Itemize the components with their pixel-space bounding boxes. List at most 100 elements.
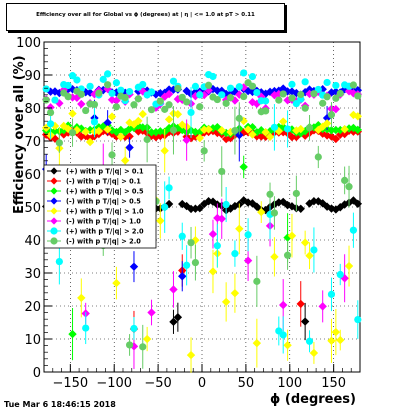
chart-title: Efficiency over all for Global vs ϕ (deg…: [36, 12, 255, 18]
data-point: [178, 272, 187, 281]
x-axis-title: ϕ (degrees): [270, 392, 356, 407]
data-point: [50, 187, 58, 195]
data-point: [121, 94, 129, 102]
data-point: [142, 334, 152, 344]
data-point: [112, 96, 121, 105]
data-point: [108, 89, 116, 97]
data-point: [208, 267, 218, 276]
data-point: [169, 317, 178, 327]
data-point: [182, 201, 191, 211]
data-point: [64, 93, 72, 101]
data-point: [164, 115, 174, 124]
data-point: [332, 94, 340, 102]
data-point: [81, 131, 90, 141]
data-point: [191, 82, 200, 91]
legend-box: [43, 164, 157, 249]
data-point: [288, 80, 296, 88]
data-point: [160, 146, 169, 155]
data-point: [265, 132, 275, 142]
data-point: [301, 104, 309, 112]
data-point: [297, 90, 305, 99]
y-tick-label: 100: [16, 36, 41, 51]
data-point: [319, 99, 327, 107]
data-point: [187, 108, 195, 117]
data-point: [209, 72, 217, 81]
data-point: [322, 119, 332, 128]
data-point: [182, 135, 191, 145]
data-point: [248, 130, 257, 139]
data-point: [332, 81, 340, 90]
data-point: [50, 121, 60, 131]
data-point: [204, 197, 213, 206]
data-point: [64, 81, 72, 90]
data-point: [73, 76, 81, 84]
data-point: [50, 217, 58, 225]
data-point: [221, 134, 231, 144]
x-tick-label: 100: [277, 376, 302, 391]
x-tick-label: 150: [321, 376, 346, 391]
data-point: [174, 84, 182, 93]
data-point: [253, 88, 261, 97]
data-point: [231, 126, 239, 135]
data-point: [275, 96, 283, 104]
data-point: [186, 350, 196, 360]
data-point: [112, 278, 121, 288]
data-point: [310, 246, 318, 254]
data-point: [354, 92, 362, 100]
x-tick-label: −100: [96, 376, 132, 391]
data-point: [314, 197, 323, 206]
data-point: [99, 75, 107, 83]
data-point: [173, 110, 183, 119]
data-point: [178, 93, 186, 101]
legend-label: (-) with p T/|q| > 2.0: [66, 238, 141, 247]
data-point: [129, 262, 139, 271]
data-point: [139, 343, 147, 351]
data-point: [156, 216, 165, 225]
series--with-p-t-q-2-0: [42, 69, 362, 354]
data-point: [278, 117, 288, 126]
data-point: [196, 103, 204, 111]
data-point: [296, 124, 305, 134]
data-point: [353, 112, 363, 121]
data-point: [292, 100, 300, 108]
data-point: [354, 315, 362, 324]
data-point: [327, 111, 336, 119]
data-point: [165, 184, 173, 192]
data-point: [222, 200, 230, 209]
data-point: [331, 134, 341, 144]
data-point: [349, 81, 358, 89]
data-point: [77, 90, 85, 98]
chart-title-box: Efficiency over all for Global vs ϕ (deg…: [6, 3, 285, 31]
data-point: [46, 108, 55, 117]
data-point: [187, 239, 195, 247]
x-tick-label: 50: [238, 376, 255, 391]
y-tick-label: 90: [24, 69, 41, 84]
data-point: [217, 126, 226, 135]
y-tick-label: 30: [24, 267, 41, 282]
data-point: [108, 151, 116, 159]
data-point: [287, 132, 297, 142]
data-point: [213, 242, 221, 250]
x-tick-label: −50: [144, 376, 171, 391]
y-tick-label: 50: [24, 201, 41, 216]
data-point: [213, 95, 221, 104]
data-point: [59, 126, 68, 135]
data-point: [116, 132, 126, 141]
data-point: [327, 336, 336, 345]
data-point: [230, 288, 240, 298]
legend-label: (+) with p T/|q| > 1.0: [66, 208, 144, 217]
data-point: [182, 86, 191, 96]
data-point: [349, 123, 358, 133]
data-point: [283, 125, 292, 133]
data-point: [50, 87, 60, 96]
data-point: [134, 121, 143, 131]
data-point: [283, 340, 292, 350]
data-point: [310, 90, 318, 98]
data-point: [173, 94, 183, 104]
legend-label: (+) with p T/|q| > 0.5: [66, 188, 144, 197]
data-point: [130, 101, 138, 109]
data-point: [270, 209, 279, 217]
data-point: [309, 197, 319, 206]
data-point: [196, 91, 204, 99]
data-point: [147, 88, 156, 96]
